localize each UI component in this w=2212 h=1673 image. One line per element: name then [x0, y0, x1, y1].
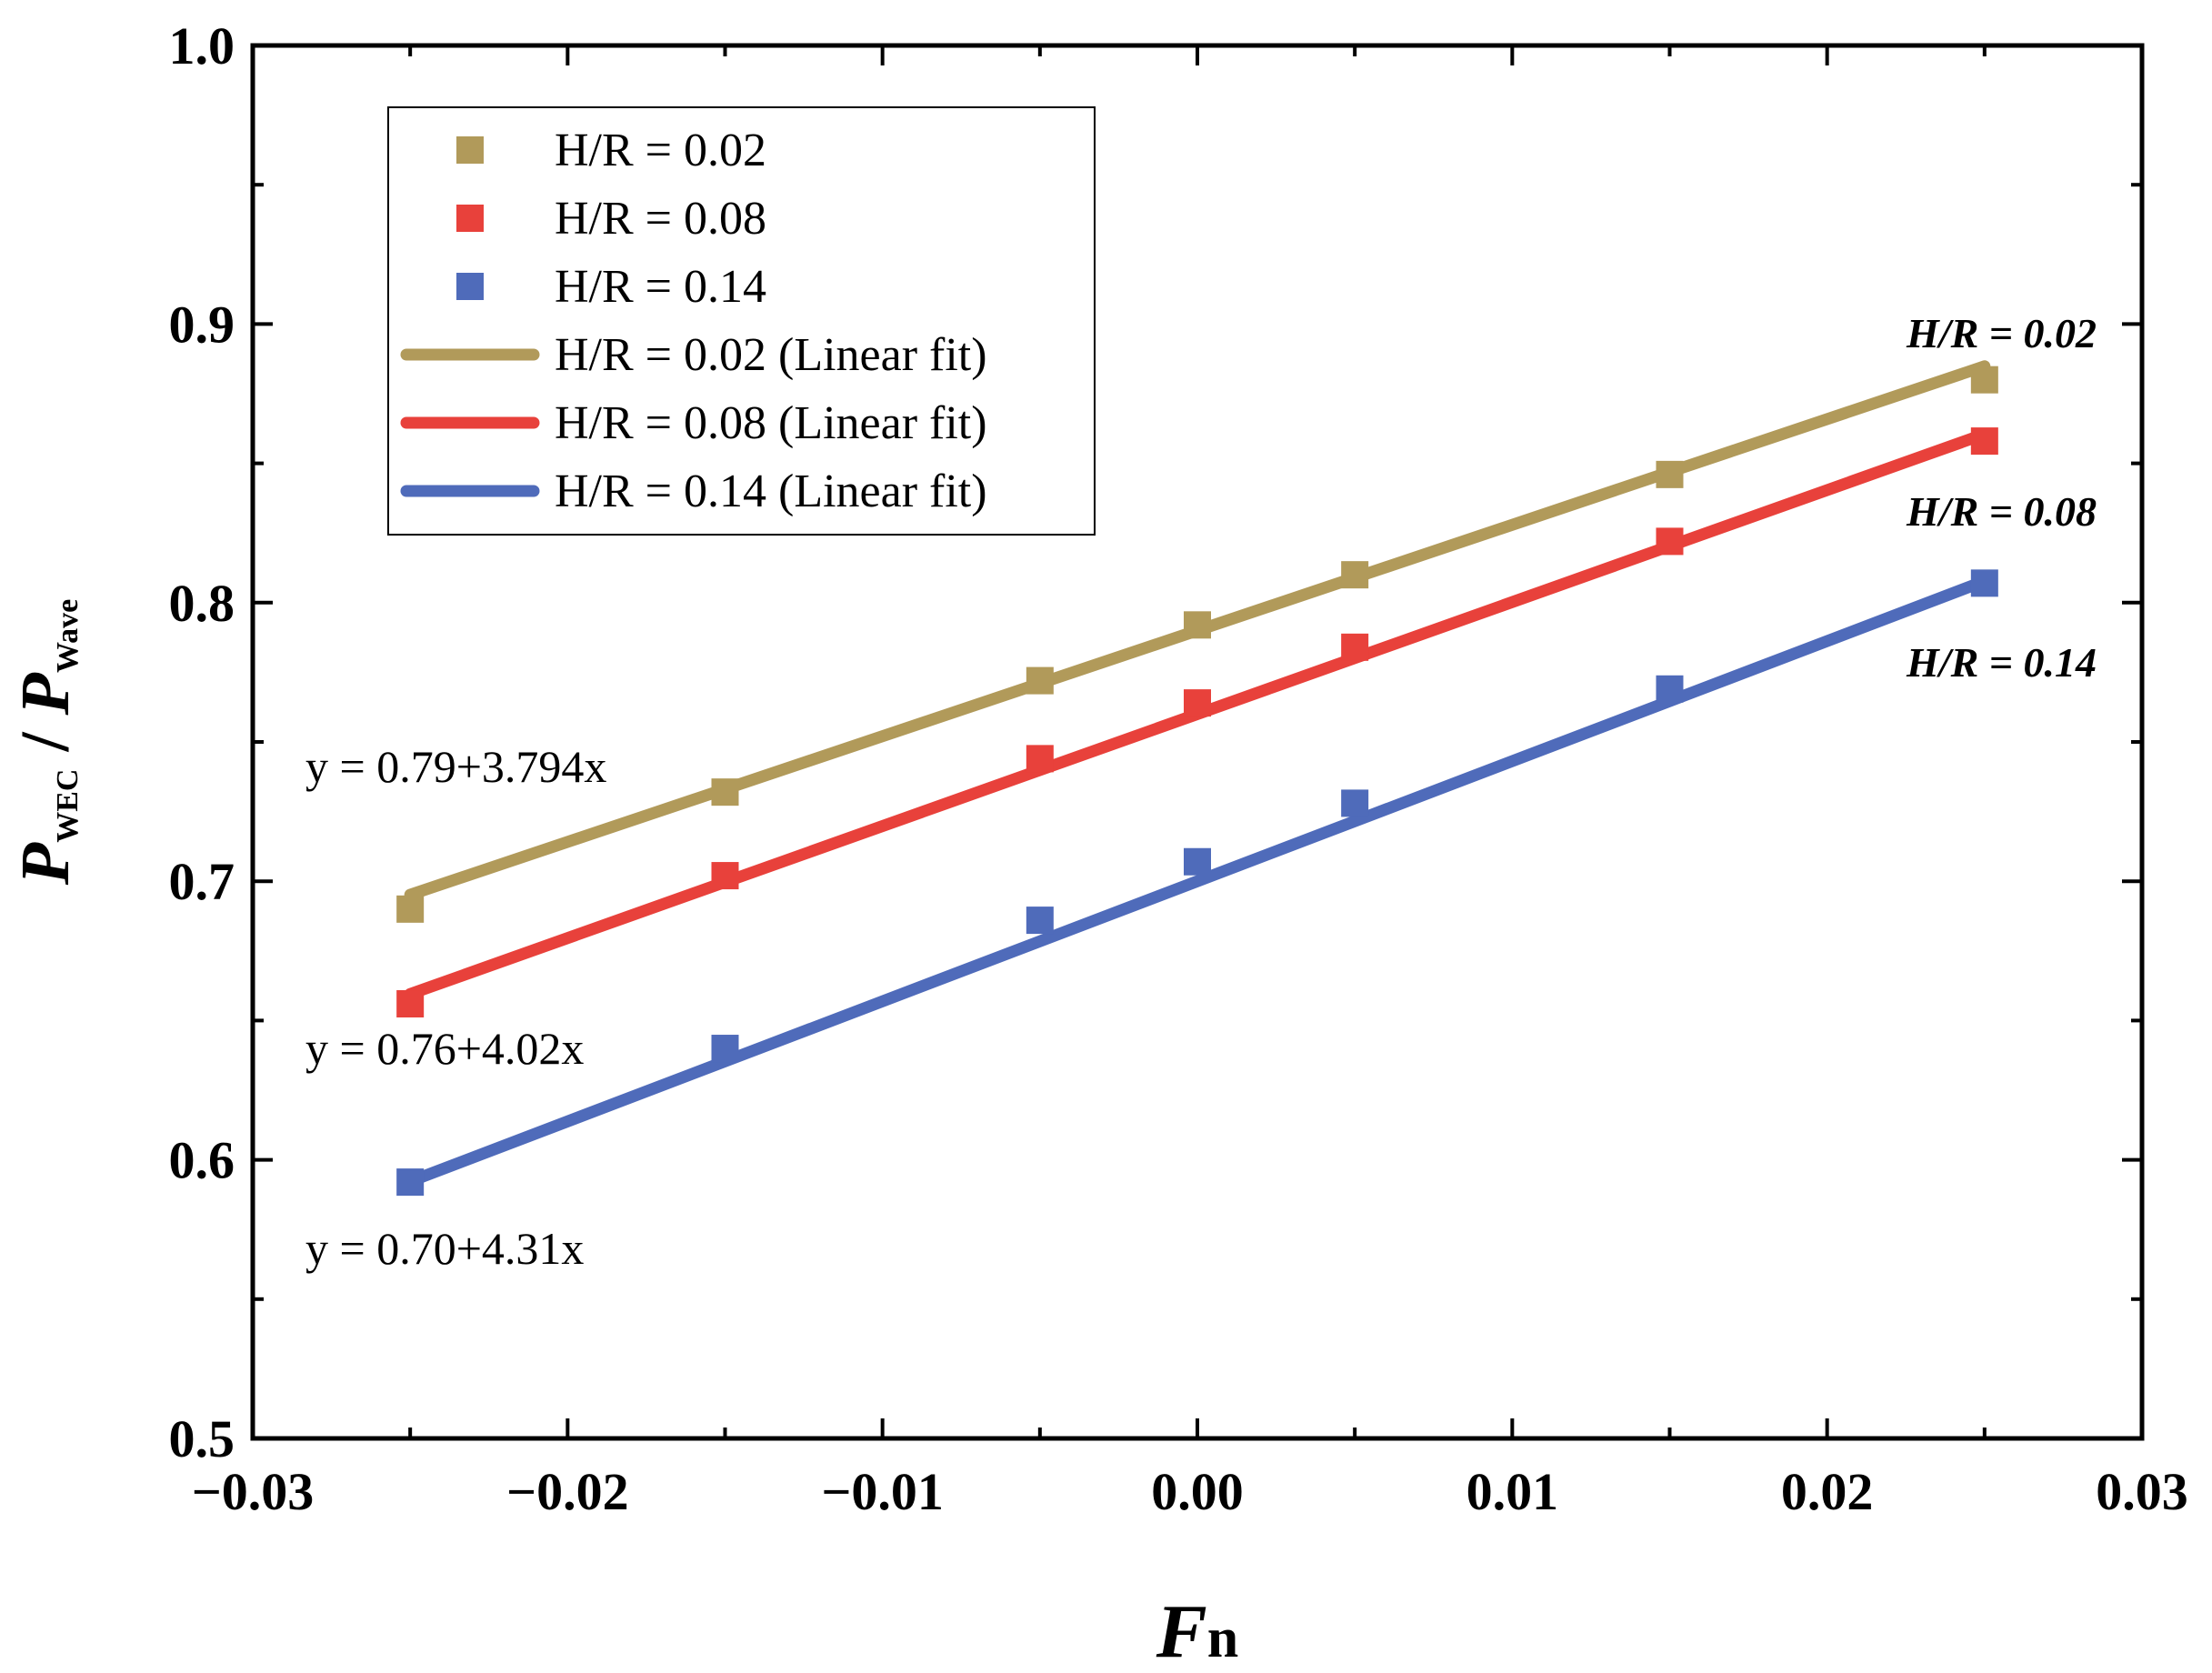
- data-point-series-1: [1970, 366, 1998, 394]
- y-tick-labels: 0.5 0.6 0.7 0.8 0.9 1.0: [169, 16, 235, 1468]
- legend-items: H/R = 0.02 H/R = 0.08 H/R = 0.14 H/R = 0.02…: [400, 125, 987, 517]
- legend-label: H/R = 0.02: [555, 125, 766, 176]
- x-axis-title-sub: n: [1207, 1608, 1238, 1669]
- fit-equations: y = 0.79+3.794x y = 0.76+4.02x y = 0.70+4.…: [305, 741, 606, 1274]
- data-point-series-3: [396, 1168, 425, 1197]
- x-tick-label: 0.00: [1151, 1462, 1244, 1521]
- legend-label: H/R = 0.14 (Linear fit): [555, 466, 987, 517]
- legend-label: H/R = 0.08: [555, 193, 766, 245]
- legend-marker-icon: [456, 273, 484, 300]
- x-tick-labels: −0.03 −0.02 −0.01 0.00 0.01 0.02 0.03: [192, 1462, 2188, 1521]
- legend-label: H/R = 0.08 (Linear fit): [555, 397, 987, 449]
- data-point-series-1: [1026, 666, 1054, 695]
- fit-equation: y = 0.76+4.02x: [305, 1023, 584, 1074]
- y-tick-label: 0.8: [169, 574, 235, 633]
- fit-line-series-3: [404, 575, 1991, 1187]
- y-axis-title-den: P: [7, 672, 84, 716]
- legend-label: H/R = 0.14: [555, 261, 766, 313]
- fit-equation: y = 0.70+4.31x: [305, 1223, 584, 1274]
- data-point-series-1: [396, 895, 425, 923]
- series-end-labels: H/R = 0.02 H/R = 0.08 H/R = 0.14: [1906, 310, 2097, 686]
- data-point-series-3: [1970, 569, 1998, 597]
- data-point-series-3: [711, 1035, 739, 1063]
- data-point-series-3: [1026, 907, 1054, 935]
- x-axis-title: Fn: [1156, 1589, 1239, 1673]
- series-end-label: H/R = 0.14: [1906, 639, 2097, 686]
- axis-ticks: [251, 44, 2144, 1440]
- data-point-series-1: [711, 778, 739, 806]
- data-point-series-2: [396, 990, 425, 1018]
- data-point-series-3: [1341, 789, 1369, 817]
- fit-equation: y = 0.79+3.794x: [305, 741, 606, 792]
- y-tick-label: 0.9: [169, 295, 235, 354]
- y-tick-label: 1.0: [169, 16, 235, 75]
- legend-marker-icon: [456, 136, 484, 164]
- data-point-series-2: [1184, 689, 1211, 717]
- x-tick-label: −0.03: [192, 1462, 315, 1521]
- data-point-series-1: [1656, 460, 1684, 488]
- data-point-series-3: [1656, 675, 1684, 703]
- x-tick-label: 0.03: [2096, 1462, 2188, 1521]
- data-point-series-2: [1341, 633, 1369, 661]
- y-tick-label: 0.6: [169, 1131, 235, 1190]
- y-axis-title: PWEC / PWave: [7, 599, 85, 886]
- data-point-series-2: [1026, 745, 1054, 773]
- legend-box: [387, 106, 1096, 536]
- x-axis-title-main: F: [1156, 1589, 1207, 1673]
- data-point-series-1: [1184, 611, 1211, 639]
- legend-label: H/R = 0.02 (Linear fit): [555, 329, 987, 381]
- y-tick-label: 0.5: [169, 1409, 235, 1468]
- x-tick-label: −0.02: [506, 1462, 629, 1521]
- data-point-series-2: [1656, 527, 1684, 556]
- legend-marker-icon: [456, 205, 484, 232]
- legend: H/R = 0.02 H/R = 0.08 H/R = 0.14 H/R = 0.02…: [387, 106, 1096, 536]
- series-end-label: H/R = 0.08: [1906, 488, 2097, 535]
- x-tick-label: −0.01: [821, 1462, 944, 1521]
- y-axis-title-num: P: [7, 842, 84, 886]
- y-axis-title-den-sub: Wave: [51, 599, 85, 673]
- x-tick-label: 0.02: [1781, 1462, 1874, 1521]
- data-point-series-2: [711, 862, 739, 890]
- y-axis-title-sep: /: [7, 715, 84, 768]
- data-point-series-3: [1184, 847, 1211, 876]
- y-axis-title-num-sub: WEC: [51, 769, 85, 843]
- y-tick-label: 0.7: [169, 852, 235, 911]
- data-point-series-2: [1970, 427, 1998, 456]
- x-tick-label: 0.01: [1466, 1462, 1559, 1521]
- series-end-label: H/R = 0.02: [1906, 310, 2097, 356]
- data-point-series-1: [1341, 561, 1369, 589]
- data-markers: [396, 366, 1998, 1197]
